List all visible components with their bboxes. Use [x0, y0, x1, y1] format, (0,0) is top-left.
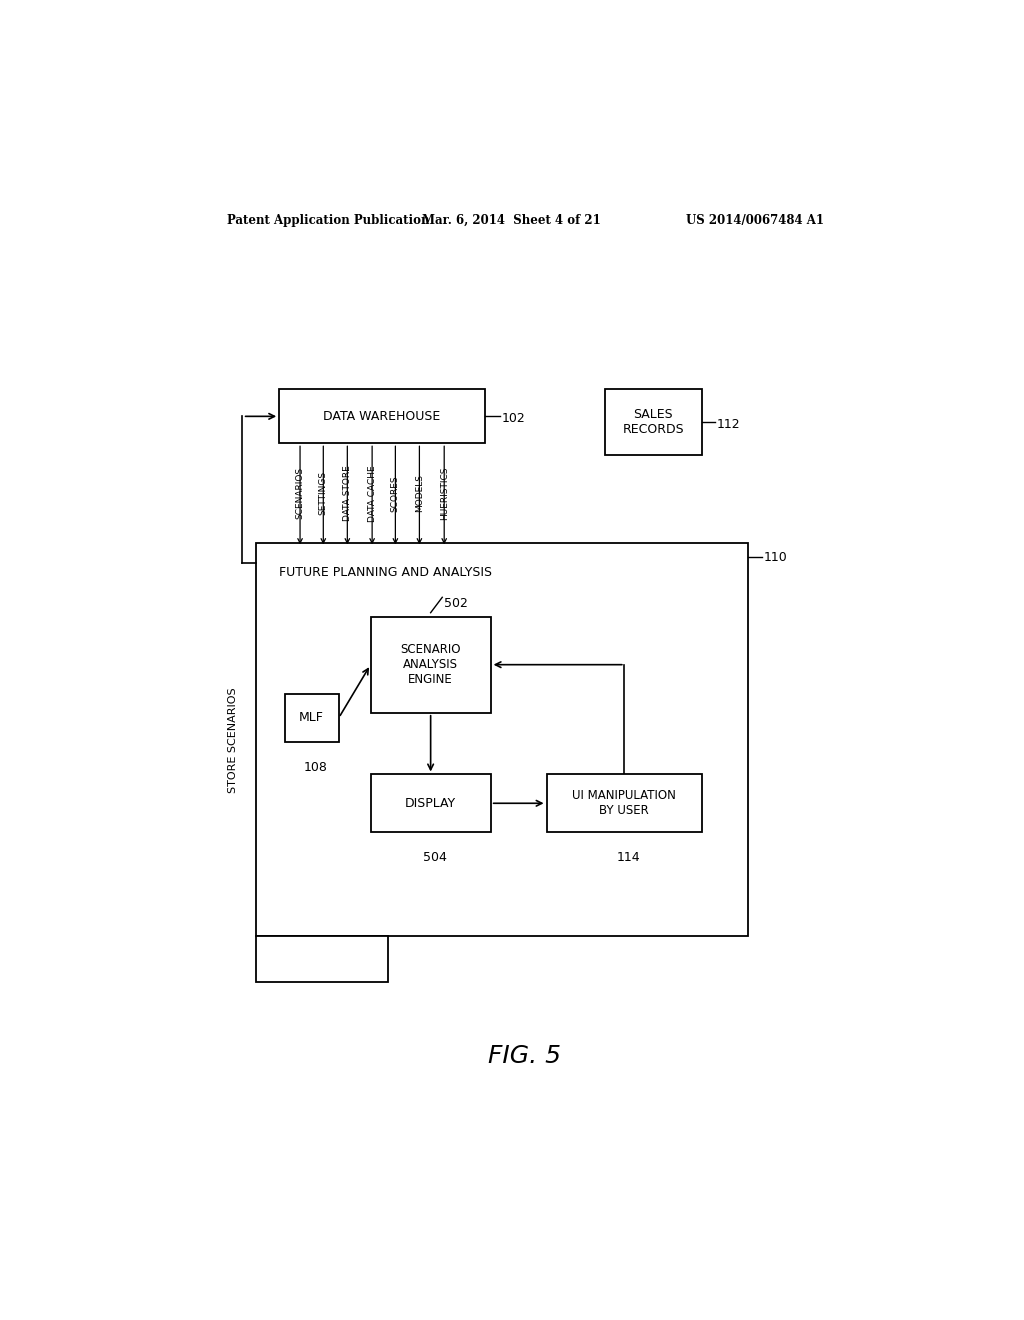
Text: 102: 102: [502, 412, 525, 425]
Bar: [285, 693, 339, 742]
Text: SETTINGS: SETTINGS: [318, 471, 328, 515]
Bar: [256, 544, 748, 936]
Text: MODELS: MODELS: [415, 474, 424, 512]
Bar: [371, 616, 490, 713]
Text: 502: 502: [443, 598, 468, 610]
Text: FUTURE PLANNING AND ANALYSIS: FUTURE PLANNING AND ANALYSIS: [280, 566, 493, 579]
Text: Mar. 6, 2014  Sheet 4 of 21: Mar. 6, 2014 Sheet 4 of 21: [423, 214, 601, 227]
Text: DATA CACHE: DATA CACHE: [368, 465, 377, 521]
Text: STORE SCENARIOS: STORE SCENARIOS: [227, 686, 238, 792]
Bar: [280, 389, 484, 444]
Bar: [604, 389, 701, 455]
Text: SCENARIO
ANALYSIS
ENGINE: SCENARIO ANALYSIS ENGINE: [400, 643, 461, 686]
Text: US 2014/0067484 A1: US 2014/0067484 A1: [686, 214, 824, 227]
Text: HUERISTICS: HUERISTICS: [439, 466, 449, 520]
Text: SCENARIOS: SCENARIOS: [296, 467, 304, 519]
Bar: [256, 936, 388, 982]
Text: 110: 110: [764, 552, 787, 564]
Text: 108: 108: [304, 762, 328, 775]
Text: MLF: MLF: [299, 711, 325, 725]
Text: DISPLAY: DISPLAY: [406, 797, 457, 809]
Text: FIG. 5: FIG. 5: [488, 1044, 561, 1068]
Text: 504: 504: [423, 851, 446, 865]
Text: SALES
RECORDS: SALES RECORDS: [623, 408, 684, 436]
Text: SCORES: SCORES: [391, 475, 400, 512]
Text: 114: 114: [616, 851, 640, 865]
Text: Patent Application Publication: Patent Application Publication: [227, 214, 430, 227]
Text: DATA WAREHOUSE: DATA WAREHOUSE: [324, 409, 440, 422]
Text: UI MANIPULATION
BY USER: UI MANIPULATION BY USER: [572, 789, 676, 817]
Bar: [547, 775, 701, 832]
Text: 112: 112: [717, 418, 740, 432]
Bar: [371, 775, 490, 832]
Text: DATA STORE: DATA STORE: [343, 466, 352, 521]
